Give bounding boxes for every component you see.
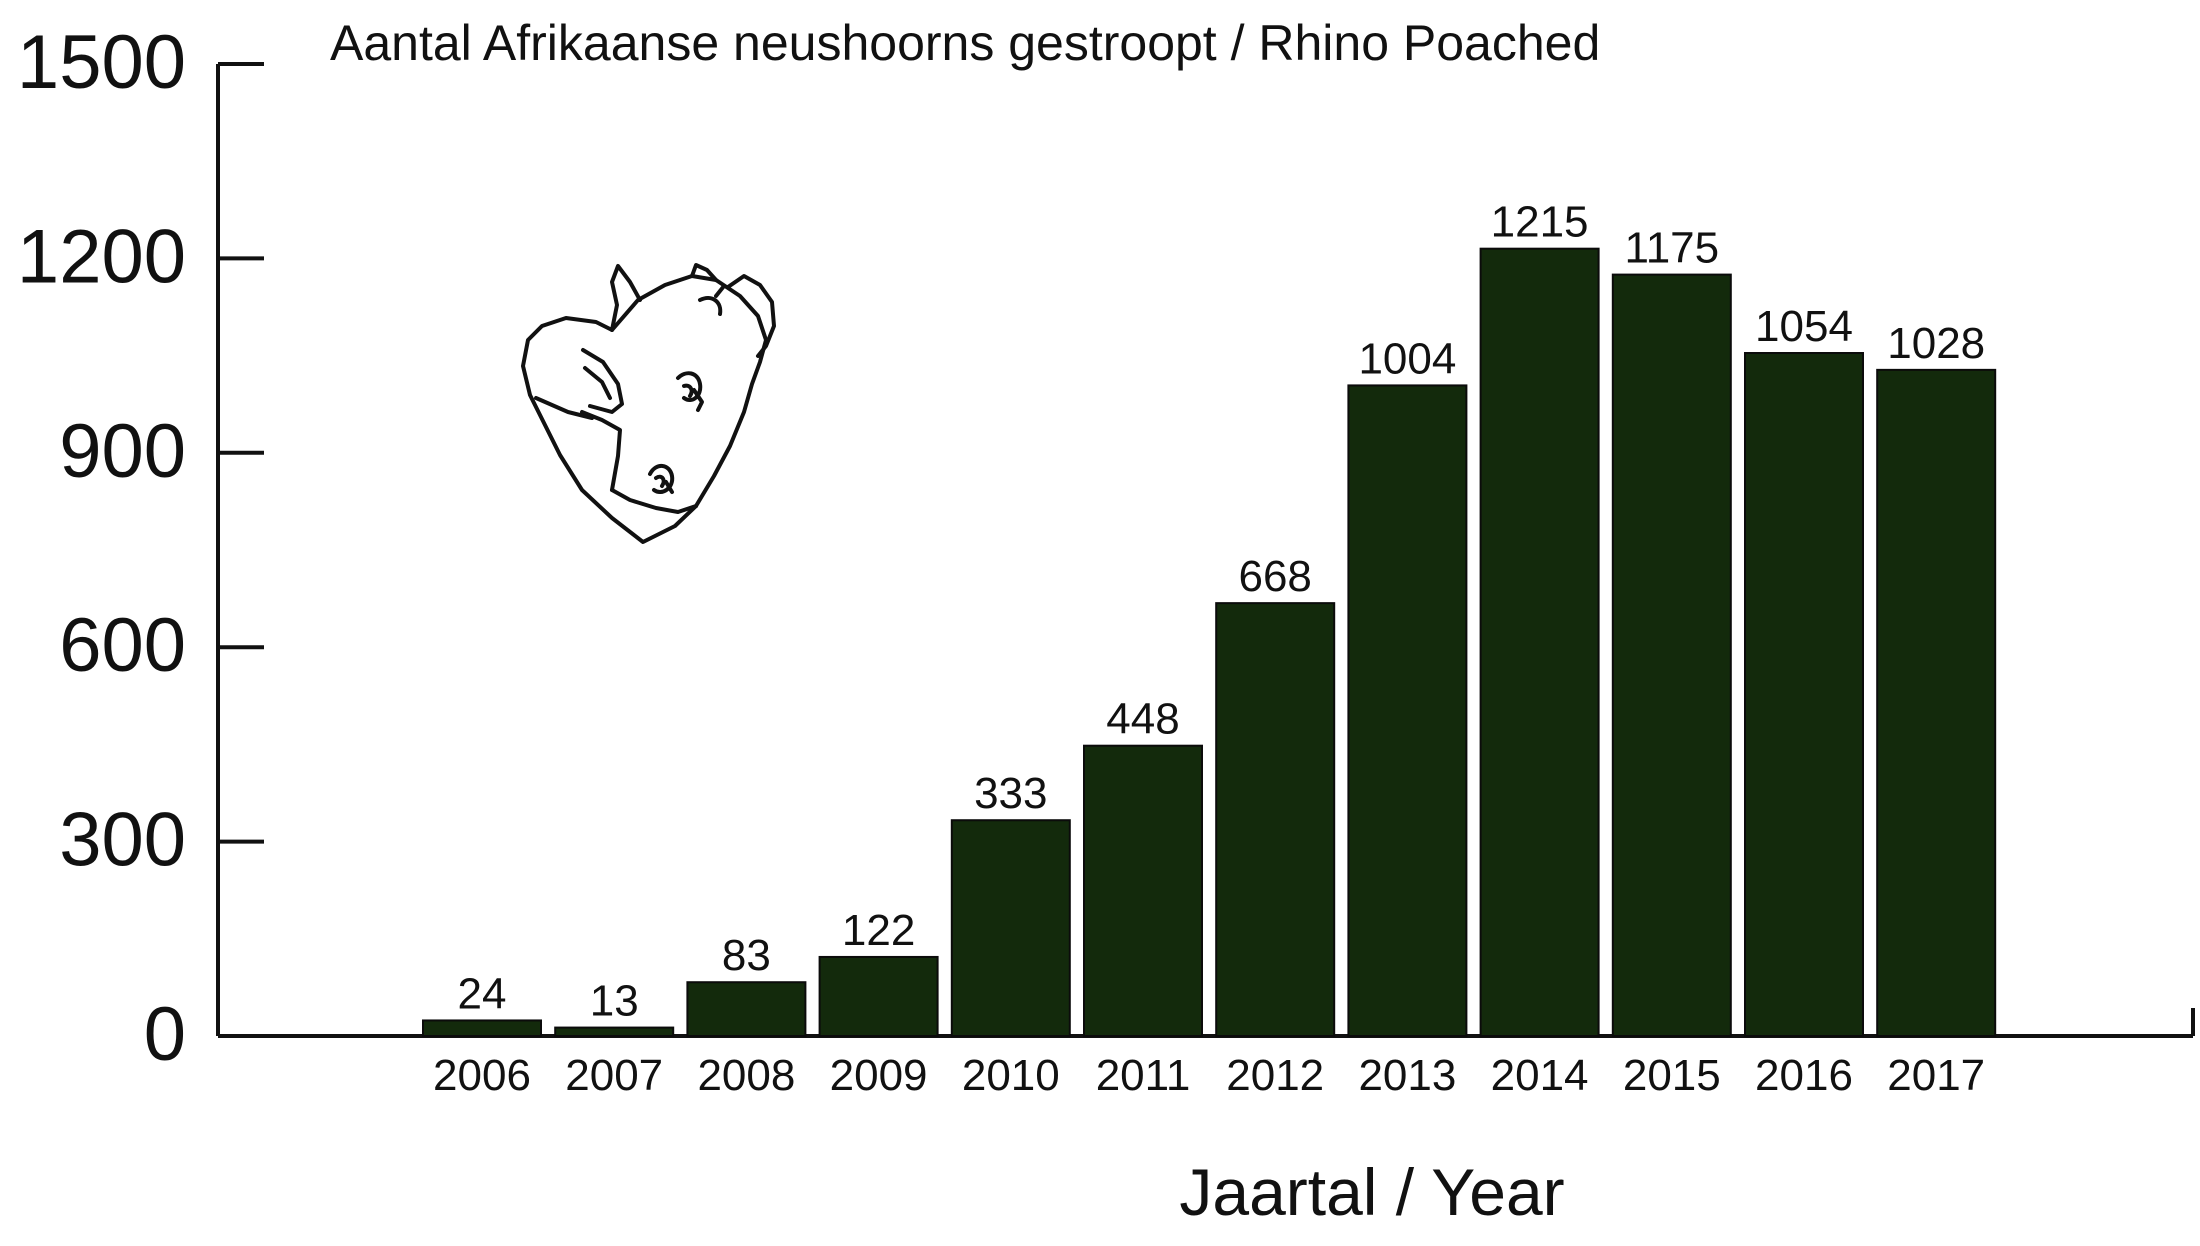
y-tick-label: 0 [144, 992, 186, 1077]
bar-value-label: 1175 [1624, 224, 1719, 273]
bar-2011 [1083, 744, 1203, 1037]
x-tick-label: 2010 [962, 1051, 1060, 1100]
y-tick-label: 900 [59, 409, 186, 494]
bar-2015 [1611, 273, 1732, 1038]
bar-value-label: 1054 [1755, 302, 1853, 351]
bar-value-label: 13 [590, 977, 639, 1026]
bar-value-label: 122 [842, 906, 915, 955]
x-tick-label: 2009 [830, 1051, 928, 1100]
x-tick-label: 2014 [1491, 1051, 1589, 1100]
bar-2013 [1347, 384, 1468, 1037]
x-tick-label: 2017 [1887, 1051, 1985, 1100]
bar-value-label: 24 [458, 969, 507, 1018]
bars: 24 13 83 122 333 448 668 1004 1215 1175 1054 1028 [422, 198, 1997, 1038]
y-tick-label: 300 [59, 798, 186, 883]
x-axis-label: Jaartal / Year [1179, 1155, 1564, 1229]
x-tick-label: 2016 [1755, 1051, 1853, 1100]
bar-value-label: 1004 [1358, 334, 1456, 383]
x-tick-label: 2015 [1623, 1051, 1721, 1100]
bar-value-label: 448 [1106, 695, 1179, 744]
bar-value-label: 83 [722, 931, 771, 980]
bar-2010 [950, 819, 1071, 1037]
bar-2012 [1215, 602, 1336, 1037]
bar-2016 [1744, 352, 1864, 1037]
bar-2006 [422, 1019, 542, 1037]
bar-value-label: 1215 [1491, 198, 1589, 247]
bar-2008 [686, 981, 807, 1038]
y-tick-label: 600 [59, 603, 186, 688]
y-tick-label: 1500 [17, 20, 186, 105]
chart-title: Aantal Afrikaanse neushoorns gestroopt /… [330, 15, 1600, 71]
y-tick-label: 1200 [17, 214, 186, 299]
bar-2009 [818, 955, 939, 1037]
bar-value-label: 1028 [1887, 319, 1985, 368]
x-tick-label: 2012 [1226, 1051, 1324, 1100]
bar-value-label: 668 [1238, 552, 1311, 601]
bar-value-label: 333 [974, 769, 1047, 818]
x-tick-label: 2008 [697, 1051, 795, 1100]
x-axis-ticks: 2006 2007 2008 2009 2010 2011 2012 2013 2014 2015… [433, 1051, 1985, 1100]
x-tick-label: 2013 [1358, 1051, 1456, 1100]
x-tick-label: 2006 [433, 1051, 531, 1100]
bar-2017 [1876, 368, 1997, 1037]
y-axis-ticks: 0 300 600 900 1200 1500 [17, 20, 264, 1077]
x-tick-label: 2011 [1096, 1051, 1191, 1100]
bar-2014 [1479, 247, 1600, 1037]
bar-2007 [554, 1026, 675, 1038]
x-tick-label: 2007 [565, 1051, 663, 1100]
rhino-head-icon [521, 263, 776, 544]
